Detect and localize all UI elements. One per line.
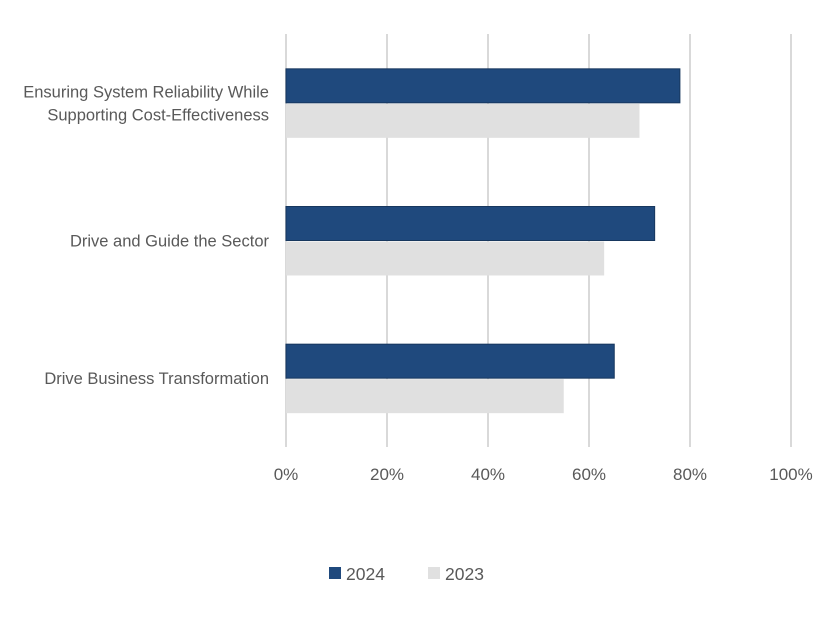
legend-swatch-2023 [428,567,440,579]
bar-2024-cat1 [285,68,681,104]
bar-2023-cat3 [286,379,564,414]
x-tick-label: 40% [471,465,505,484]
category-label-line: Ensuring System Reliability While [23,83,269,101]
bar-2024-cat3 [285,343,615,379]
x-tick-label: 60% [572,465,606,484]
bars [285,68,681,414]
x-tick-label: 100% [769,465,812,484]
category-label-line: Drive Business Transformation [44,370,269,388]
legend[interactable]: 2024 2023 [329,564,484,584]
category-label: Ensuring System Reliability While Support… [23,83,269,124]
category-labels: Ensuring System Reliability While Support… [23,83,269,388]
category-label-line: Supporting Cost-Effectiveness [47,106,269,124]
category-label: Drive and Guide the Sector [70,233,270,251]
legend-label-2023: 2023 [445,564,484,584]
x-tick-label: 0% [274,465,299,484]
x-tick-labels: 0% 20% 40% 60% 80% 100% [274,465,813,484]
legend-item-2023[interactable]: 2023 [428,564,484,584]
legend-item-2024[interactable]: 2024 [329,564,385,584]
bar-2023-cat2 [286,241,605,276]
x-tick-label: 20% [370,465,404,484]
legend-label-2024: 2024 [346,564,385,584]
legend-swatch-2024 [329,567,341,579]
x-tick-label: 80% [673,465,707,484]
bar-2024-cat2 [285,206,656,241]
category-label-line: Drive and Guide the Sector [70,233,270,251]
bar-2023-cat1 [286,103,640,138]
category-label: Drive Business Transformation [44,370,269,388]
